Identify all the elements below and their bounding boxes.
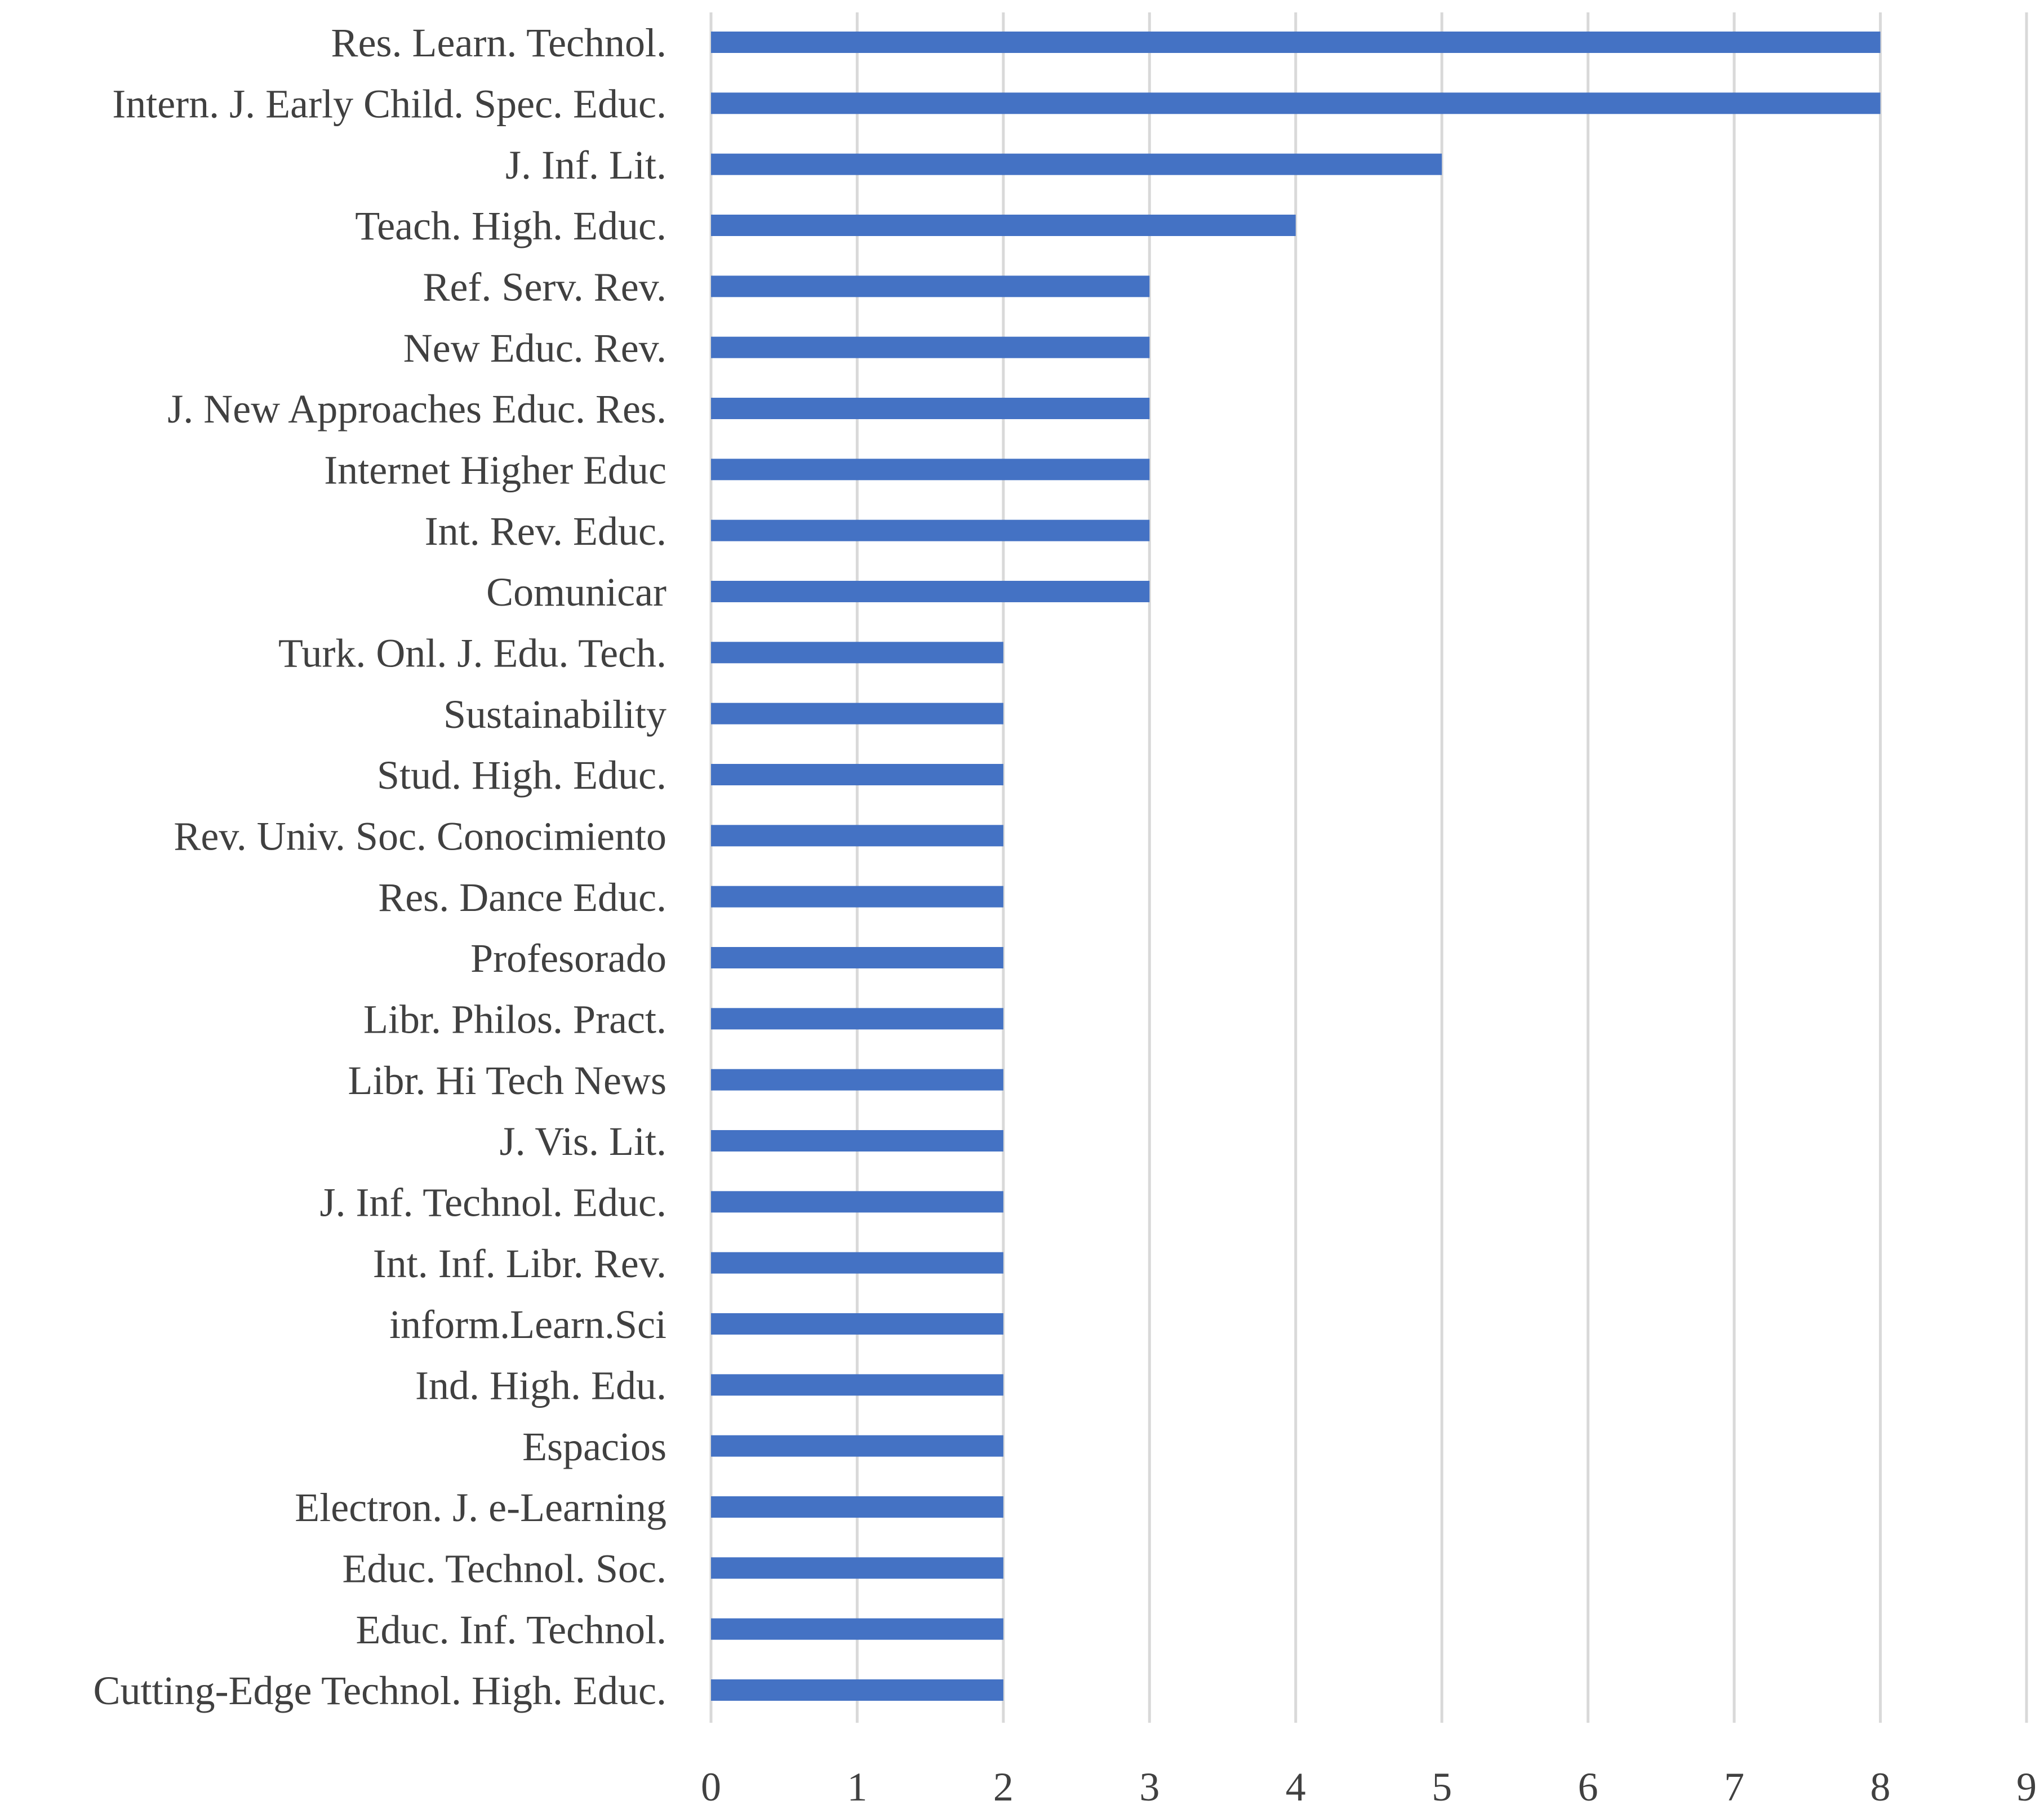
category-label: Libr. Hi Tech News bbox=[348, 1058, 666, 1103]
category-label: Educ. Inf. Technol. bbox=[356, 1607, 666, 1652]
x-tick-label: 6 bbox=[1578, 1764, 1598, 1805]
bar bbox=[711, 32, 1881, 53]
category-labels: Res. Learn. Technol. Intern. J. Early Chi… bbox=[94, 20, 666, 1713]
bar bbox=[711, 1069, 1003, 1091]
bar bbox=[711, 642, 1003, 664]
category-label: Electron. J. e-Learning bbox=[295, 1485, 666, 1530]
bar bbox=[711, 1557, 1003, 1579]
bar bbox=[711, 153, 1442, 175]
category-label: Profesorado bbox=[470, 936, 666, 981]
category-label: J. New Approaches Educ. Res. bbox=[167, 386, 666, 432]
category-label: Res. Learn. Technol. bbox=[331, 20, 666, 65]
x-tick-label: 0 bbox=[701, 1764, 721, 1805]
bar bbox=[711, 703, 1003, 724]
gridlines bbox=[709, 12, 2028, 1723]
category-label: J. Inf. Lit. bbox=[505, 143, 666, 188]
x-tick-label: 1 bbox=[847, 1764, 867, 1805]
bar bbox=[711, 459, 1150, 481]
bar bbox=[711, 1679, 1003, 1701]
bar bbox=[711, 275, 1150, 297]
x-tick-label: 9 bbox=[2016, 1764, 2037, 1805]
bar bbox=[711, 1496, 1003, 1518]
bar bbox=[711, 825, 1003, 847]
bar bbox=[711, 215, 1296, 236]
category-label: Libr. Philos. Pract. bbox=[363, 997, 666, 1042]
bars bbox=[711, 32, 1881, 1701]
bar bbox=[711, 886, 1003, 908]
category-label: Intern. J. Early Child. Spec. Educ. bbox=[112, 82, 666, 127]
category-label: Ref. Serv. Rev. bbox=[423, 265, 666, 310]
x-tick-label: 7 bbox=[1724, 1764, 1744, 1805]
category-label: Int. Inf. Libr. Rev. bbox=[373, 1241, 666, 1286]
category-label: J. Inf. Technol. Educ. bbox=[320, 1180, 666, 1225]
x-tick-label: 2 bbox=[993, 1764, 1014, 1805]
category-label: Ind. High. Edu. bbox=[415, 1363, 666, 1408]
bar bbox=[711, 1435, 1003, 1457]
category-label: Cutting-Edge Technol. High. Educ. bbox=[94, 1668, 666, 1713]
category-label: Int. Rev. Educ. bbox=[425, 509, 666, 554]
category-label: Internet Higher Educ bbox=[324, 448, 666, 493]
category-label: Comunicar bbox=[486, 570, 666, 615]
bar bbox=[711, 92, 1881, 114]
category-label: Sustainability bbox=[443, 692, 666, 737]
x-tick-label: 4 bbox=[1286, 1764, 1306, 1805]
x-tick-label: 3 bbox=[1139, 1764, 1159, 1805]
bar bbox=[711, 398, 1150, 419]
bar bbox=[711, 1252, 1003, 1274]
category-label: Teach. High. Educ. bbox=[355, 203, 666, 248]
bar bbox=[711, 1618, 1003, 1640]
bar bbox=[711, 1008, 1003, 1030]
bar bbox=[711, 947, 1003, 968]
bar bbox=[711, 1191, 1003, 1213]
bar bbox=[711, 1374, 1003, 1396]
bar bbox=[711, 519, 1150, 541]
category-label: New Educ. Rev. bbox=[403, 326, 666, 371]
x-axis-tick-labels: 0 1 2 3 4 5 6 7 8 9 bbox=[701, 1764, 2037, 1805]
category-label: Espacios bbox=[522, 1424, 666, 1469]
category-label: inform.Learn.Sci bbox=[389, 1302, 666, 1347]
bar bbox=[711, 764, 1003, 785]
bar bbox=[711, 581, 1150, 602]
bar bbox=[711, 1130, 1003, 1152]
x-tick-label: 5 bbox=[1432, 1764, 1452, 1805]
category-label: Rev. Univ. Soc. Conocimiento bbox=[174, 814, 666, 859]
category-label: Turk. Onl. J. Edu. Tech. bbox=[278, 631, 666, 676]
bar bbox=[711, 336, 1150, 358]
bar bbox=[711, 1313, 1003, 1335]
category-label: Res. Dance Educ. bbox=[378, 875, 666, 920]
category-label: J. Vis. Lit. bbox=[500, 1119, 666, 1164]
category-label: Educ. Technol. Soc. bbox=[342, 1546, 666, 1591]
category-label: Stud. High. Educ. bbox=[377, 753, 666, 798]
x-tick-label: 8 bbox=[1870, 1764, 1891, 1805]
